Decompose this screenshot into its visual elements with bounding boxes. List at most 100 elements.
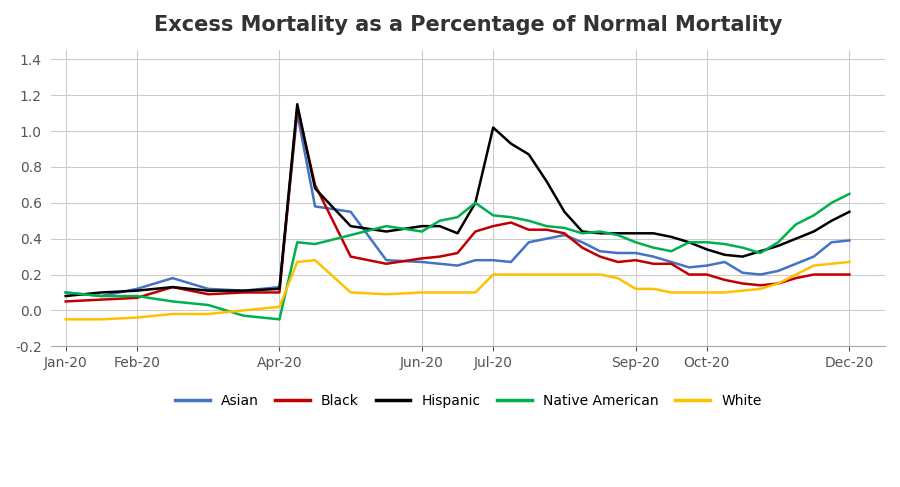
Asian <box>790 261 801 267</box>
Asian <box>167 275 178 281</box>
White <box>96 317 107 322</box>
Native American <box>488 212 499 218</box>
Native American <box>595 228 606 234</box>
Asian <box>541 236 552 242</box>
Hispanic <box>595 230 606 236</box>
Asian <box>577 239 588 245</box>
White <box>417 290 428 296</box>
White <box>844 259 855 265</box>
White <box>524 272 535 278</box>
Hispanic <box>790 236 801 242</box>
Hispanic <box>773 243 784 249</box>
Hispanic <box>417 223 428 229</box>
Asian <box>595 248 606 254</box>
Hispanic <box>346 223 356 229</box>
White <box>577 272 588 278</box>
Black <box>292 105 302 111</box>
White <box>202 311 213 317</box>
Black <box>452 250 463 256</box>
Black <box>435 254 446 260</box>
Black <box>737 281 748 286</box>
Asian <box>452 262 463 268</box>
Asian <box>381 257 392 263</box>
White <box>541 272 552 278</box>
Asian <box>310 204 320 209</box>
Black <box>755 282 766 288</box>
Native American <box>666 248 677 254</box>
White <box>595 272 606 278</box>
Native American <box>452 214 463 220</box>
Native American <box>612 232 623 238</box>
Asian <box>559 232 570 238</box>
Black <box>524 227 535 233</box>
Native American <box>755 250 766 256</box>
Black <box>488 223 499 229</box>
Hispanic <box>310 186 320 191</box>
Hispanic <box>755 248 766 254</box>
Black <box>701 272 712 278</box>
White <box>167 311 178 317</box>
White <box>684 290 695 296</box>
Native American <box>684 239 695 245</box>
Black <box>541 227 552 233</box>
White <box>790 272 801 278</box>
Title: Excess Mortality as a Percentage of Normal Mortality: Excess Mortality as a Percentage of Norm… <box>154 15 782 35</box>
Black <box>826 272 837 278</box>
White <box>773 281 784 286</box>
Hispanic <box>559 209 570 215</box>
White <box>488 272 499 278</box>
Asian <box>96 293 107 299</box>
Asian <box>346 209 356 215</box>
Hispanic <box>577 228 588 234</box>
Line: Black: Black <box>66 108 850 301</box>
White <box>612 275 623 281</box>
Asian <box>630 250 641 256</box>
Native American <box>506 214 517 220</box>
White <box>506 272 517 278</box>
Hispanic <box>684 239 695 245</box>
Hispanic <box>488 125 499 131</box>
Native American <box>541 223 552 229</box>
Black <box>346 254 356 260</box>
Asian <box>470 257 481 263</box>
Hispanic <box>844 209 855 215</box>
Black <box>310 182 320 188</box>
Black <box>808 272 819 278</box>
Asian <box>292 110 302 116</box>
White <box>559 272 570 278</box>
Black <box>595 254 606 260</box>
Asian <box>826 239 837 245</box>
White <box>648 286 659 292</box>
Hispanic <box>737 254 748 260</box>
White <box>826 261 837 267</box>
Hispanic <box>808 228 819 234</box>
White <box>292 259 302 265</box>
Native American <box>737 244 748 250</box>
Asian <box>666 259 677 265</box>
Asian <box>719 259 730 265</box>
Asian <box>60 290 71 296</box>
Line: Asian: Asian <box>66 113 850 296</box>
White <box>808 262 819 268</box>
Asian <box>202 286 213 292</box>
Black <box>577 244 588 250</box>
White <box>719 290 730 296</box>
Hispanic <box>60 293 71 299</box>
Hispanic <box>96 290 107 296</box>
Native American <box>435 218 446 224</box>
Native American <box>131 293 142 299</box>
Hispanic <box>167 284 178 290</box>
White <box>381 291 392 297</box>
Hispanic <box>274 286 284 292</box>
Asian <box>506 259 517 265</box>
Asian <box>131 286 142 292</box>
Native American <box>559 225 570 231</box>
Native American <box>238 313 249 318</box>
Black <box>202 291 213 297</box>
Asian <box>612 250 623 256</box>
Hispanic <box>238 288 249 294</box>
Hispanic <box>506 141 517 147</box>
White <box>470 290 481 296</box>
Black <box>844 272 855 278</box>
Black <box>648 261 659 267</box>
